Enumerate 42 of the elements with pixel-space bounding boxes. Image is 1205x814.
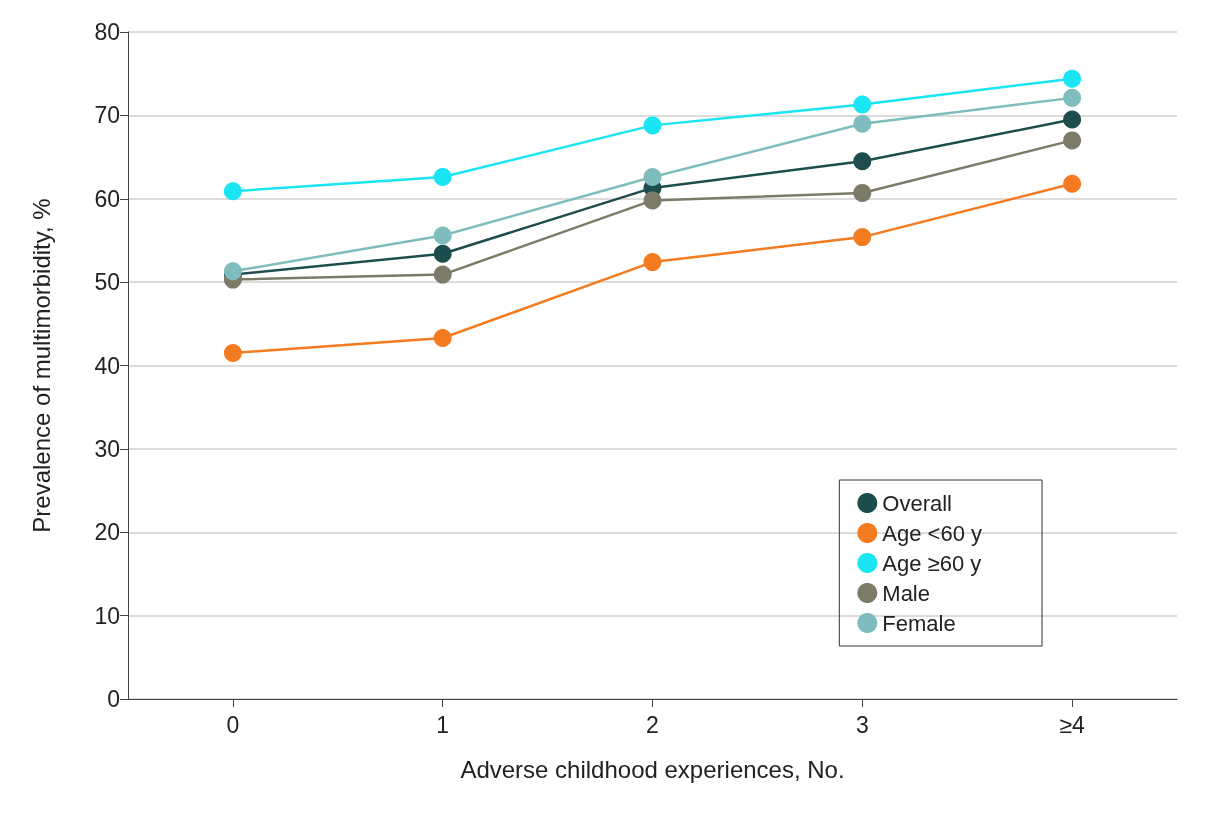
x-axis-title: Adverse childhood experiences, No. [460, 755, 845, 783]
point [433, 328, 452, 347]
point [853, 114, 872, 133]
point [853, 95, 872, 114]
legend-label: Female [882, 610, 956, 636]
y-tick-label: 30 [94, 435, 120, 462]
point [643, 168, 662, 187]
point [1063, 174, 1082, 193]
point [853, 183, 872, 202]
y-tick-label: 50 [94, 269, 120, 296]
point [223, 344, 242, 362]
y-tick-label: 10 [94, 602, 120, 629]
x-tick-label: ≥4 [1059, 711, 1086, 738]
legend-label: Age ≥60 y [882, 550, 982, 576]
point [643, 191, 662, 210]
point [433, 265, 452, 284]
point [1063, 88, 1082, 107]
x-tick-label: 3 [855, 711, 869, 738]
legend-label: Overall [882, 490, 952, 516]
point [853, 228, 872, 247]
point [433, 168, 452, 187]
point [433, 244, 452, 263]
y-tick-label: 0 [107, 686, 120, 712]
y-tick-label: 40 [94, 352, 120, 379]
legend-label: Male [882, 580, 930, 606]
point [1063, 110, 1082, 129]
x-tick-label: 1 [436, 711, 450, 738]
y-tick-label: 70 [94, 102, 120, 129]
point [223, 182, 242, 201]
y-tick-label: 20 [94, 519, 120, 546]
point [643, 116, 662, 135]
point [1063, 131, 1082, 150]
point [853, 152, 872, 171]
y-axis-title: Prevalence of multimorbidity, % [27, 198, 55, 533]
point [433, 226, 452, 245]
legend-label: Age <60 y [882, 520, 982, 546]
point [643, 253, 662, 272]
x-tick-label: 0 [226, 711, 240, 738]
x-tick-label: 2 [646, 711, 659, 738]
y-tick-label: 80 [94, 19, 120, 45]
point [1063, 69, 1082, 88]
y-tick-label: 60 [94, 185, 120, 212]
